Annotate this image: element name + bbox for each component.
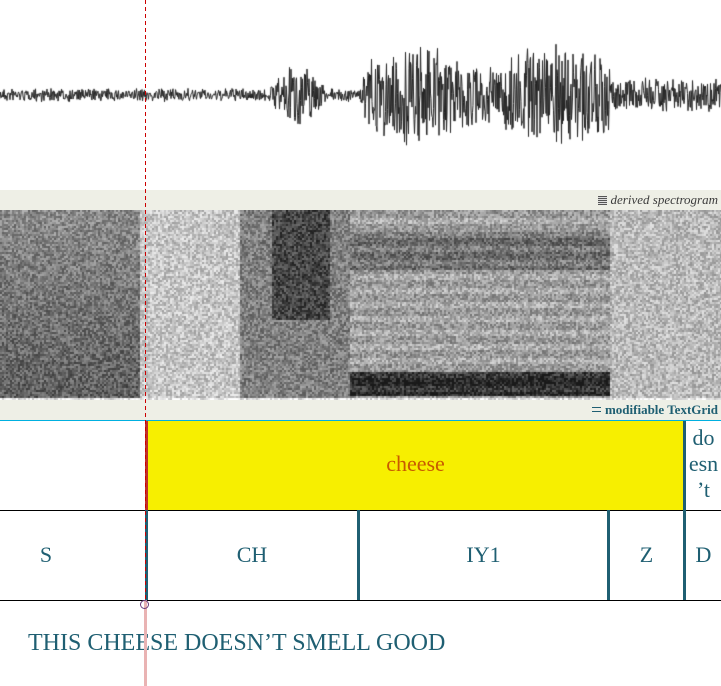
textgrid-top-border [0, 420, 721, 421]
phone-boundary[interactable] [607, 510, 610, 600]
time-cursor[interactable] [145, 0, 146, 686]
tier-separator [0, 510, 721, 511]
spectrogram-panel[interactable] [0, 210, 721, 400]
textgrid-tag[interactable]: modifiable TextGrid [591, 402, 718, 418]
phone-boundary[interactable] [357, 510, 360, 600]
time-cursor-shadow [144, 600, 147, 686]
waveform-panel[interactable] [0, 0, 721, 190]
phone-interval-iy1[interactable]: IY1 [466, 542, 501, 567]
spectrogram-icon [597, 196, 607, 205]
spectrogram-tag[interactable]: derived spectrogram [597, 192, 718, 208]
phone-boundary[interactable] [683, 510, 686, 600]
phone-interval-d[interactable]: D [695, 542, 712, 567]
phone-interval-ch[interactable]: CH [236, 542, 268, 567]
spectrogram-header: derived spectrogram [0, 190, 721, 210]
textgrid-header: modifiable TextGrid [0, 400, 721, 420]
phone-boundary[interactable] [145, 510, 148, 600]
word-boundary[interactable] [683, 421, 686, 510]
transcript-text: THIS CHEESE DOESN’T SMELL GOOD [28, 630, 446, 656]
cursor-handle-icon[interactable] [140, 600, 149, 609]
word-boundary-selected-left[interactable] [145, 421, 148, 510]
word-interval-doesnt[interactable]: do esn ’t [688, 425, 719, 502]
selected-interval-highlight[interactable] [147, 421, 684, 510]
textgrid-icon [591, 407, 601, 412]
spectrogram-label: derived spectrogram [610, 192, 718, 207]
tier-bottom-border [0, 600, 721, 601]
textgrid-label: modifiable TextGrid [604, 402, 718, 417]
phone-interval-s[interactable]: S [39, 542, 53, 567]
phone-interval-z[interactable]: Z [639, 542, 654, 567]
word-interval-cheese[interactable]: cheese [386, 451, 445, 476]
